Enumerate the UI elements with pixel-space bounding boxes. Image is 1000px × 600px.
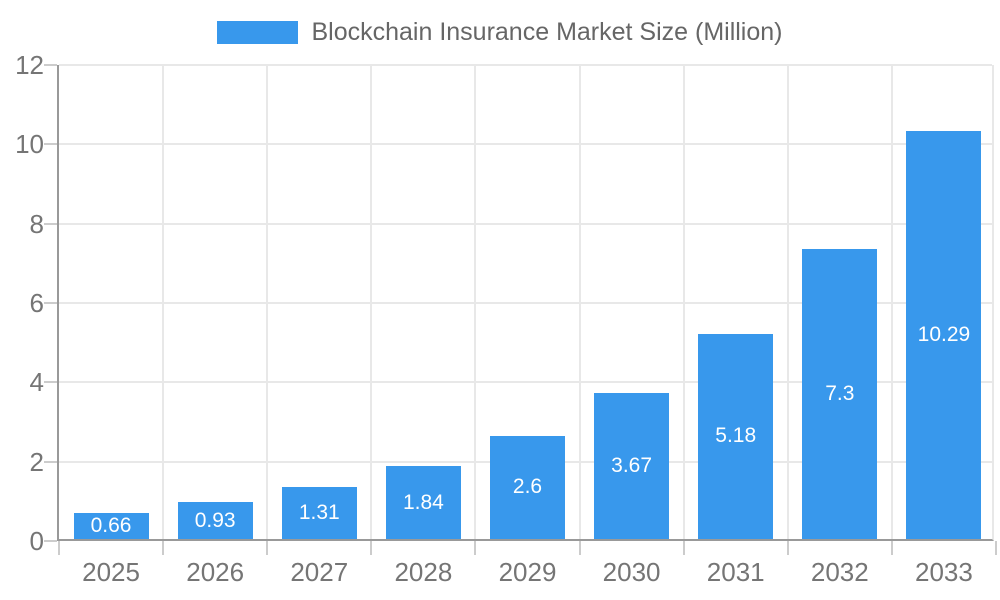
v-gridline (162, 65, 165, 539)
bar-value-label: 10.29 (917, 322, 971, 346)
legend[interactable]: Blockchain Insurance Market Size (Millio… (0, 14, 1000, 50)
h-gridline (59, 222, 992, 225)
bar-value-label: 0.66 (90, 513, 132, 537)
x-axis-tick (786, 541, 789, 555)
y-axis-label: 2 (29, 446, 44, 477)
legend-swatch (217, 20, 299, 44)
y-axis-tick (44, 64, 57, 66)
v-gridline (474, 65, 477, 539)
bar-value-label: 5.18 (715, 424, 757, 448)
y-axis-label: 12 (15, 50, 44, 80)
bar-2025[interactable]: 0.66 (73, 512, 149, 539)
h-gridline (59, 143, 992, 146)
y-axis-tick (44, 143, 57, 146)
bar-2033[interactable]: 10.29 (906, 130, 982, 539)
x-axis-tick (578, 541, 581, 555)
v-gridline (682, 65, 685, 539)
x-axis-label: 2025 (82, 557, 140, 587)
bar-2027[interactable]: 1.31 (281, 487, 357, 539)
x-axis-label: 2030 (602, 557, 661, 587)
y-axis-tick (44, 381, 57, 384)
v-gridline (786, 65, 789, 539)
y-axis-label: 10 (15, 129, 44, 160)
x-axis-label: 2032 (810, 557, 869, 587)
v-gridline (578, 65, 581, 539)
x-axis-label: 2031 (706, 557, 765, 587)
x-axis-label: 2026 (186, 557, 245, 587)
v-gridline (890, 65, 893, 539)
bar-2031[interactable]: 5.18 (698, 333, 774, 539)
v-gridline (266, 65, 269, 539)
x-axis-label: 2027 (290, 557, 349, 587)
h-gridline (59, 381, 992, 384)
bar-value-label: 1.31 (298, 501, 340, 525)
h-gridline (59, 302, 992, 304)
v-gridline (370, 65, 373, 539)
h-gridline (59, 64, 992, 66)
x-axis-tick (370, 541, 373, 555)
x-axis-tick (682, 541, 685, 555)
x-axis-tick (995, 541, 997, 555)
bar-value-label: 7.3 (825, 382, 855, 406)
plot-area: 0 2 4 6 8 10 12 2025 0.66 2026 0.93 2027 1.31 2028 1.8… (15, 52, 997, 585)
bar-value-label: 2.6 (512, 475, 543, 499)
bar-value-label: 3.67 (611, 454, 653, 478)
x-axis-tick (266, 541, 269, 555)
x-axis-label: 2033 (915, 557, 973, 587)
y-axis-tick (44, 460, 57, 463)
bar-2029[interactable]: 2.6 (490, 435, 565, 539)
x-axis-tick (58, 541, 60, 555)
x-axis-tick (474, 541, 477, 555)
y-axis-label: 6 (29, 288, 44, 318)
x-axis-label: 2028 (394, 557, 453, 587)
y-axis-label: 8 (29, 208, 44, 239)
bar-2026[interactable]: 0.93 (177, 502, 253, 539)
x-axis-tick (890, 541, 893, 555)
y-axis-tick (44, 540, 57, 542)
x-axis-tick (162, 541, 165, 555)
bar-2032[interactable]: 7.3 (802, 249, 878, 539)
y-axis-tick (44, 222, 57, 225)
x-axis-label: 2029 (498, 557, 557, 587)
bar-2030[interactable]: 3.67 (594, 393, 670, 539)
y-axis-label: 0 (29, 526, 44, 556)
y-axis-tick (44, 302, 57, 304)
y-axis-label: 4 (29, 367, 44, 398)
bar-2028[interactable]: 1.84 (385, 466, 461, 539)
bar-value-label: 1.84 (402, 490, 444, 514)
legend-label: Blockchain Insurance Market Size (Millio… (311, 17, 783, 46)
bar-value-label: 0.93 (194, 508, 236, 532)
